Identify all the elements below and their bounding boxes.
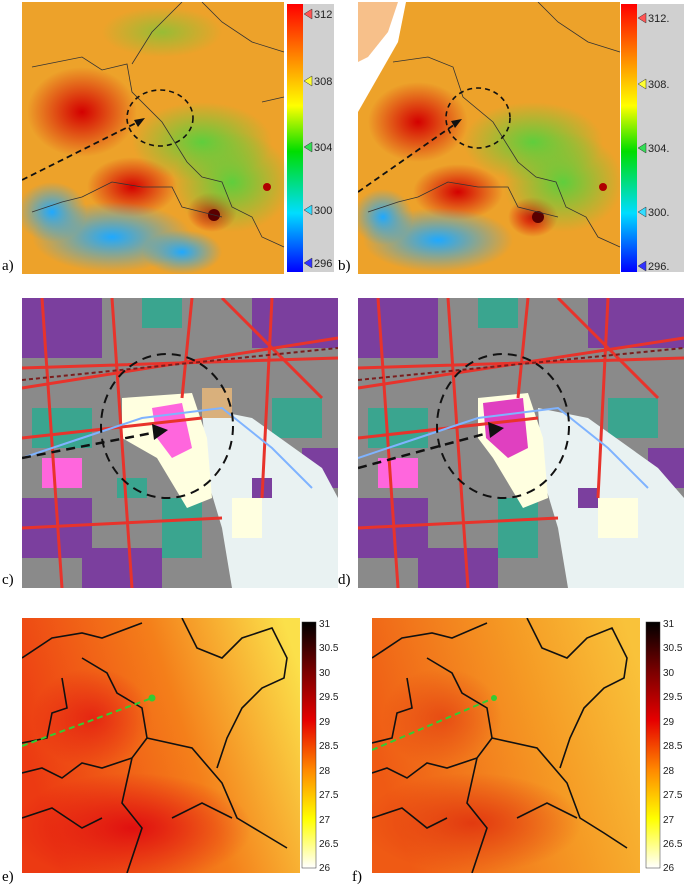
legend-colorbar [645, 621, 661, 869]
legend-tick: 27 [663, 815, 675, 826]
panel-label-b: b) [338, 258, 351, 274]
panel-d [358, 298, 684, 588]
legend-colorbar [621, 4, 637, 272]
legend-tick: 26.5 [319, 839, 339, 850]
panel-label-c: c) [2, 572, 14, 588]
legend-tick: 300 [314, 205, 332, 217]
legend-tick: 27 [319, 815, 331, 826]
panel-label-f: f) [352, 869, 362, 885]
admin-boundary [372, 618, 628, 873]
panel-b: 312. 308. 304. 300. 296. [358, 2, 684, 274]
legend-tick: 308. [648, 79, 669, 91]
legend-tick: 31 [319, 619, 331, 630]
direction-arrow [358, 121, 459, 193]
panel-c [22, 298, 338, 588]
legend-tick: 26.5 [663, 839, 683, 850]
legend-tick: 27.5 [319, 790, 339, 801]
panel-label-a: a) [2, 258, 14, 274]
direction-arrow [22, 697, 153, 747]
legend-tick: 28 [663, 766, 675, 777]
legend-tick: 296. [648, 261, 669, 273]
legend-tick: 29.5 [663, 692, 683, 703]
admin-boundary [392, 56, 621, 248]
legend-tick: 31 [663, 619, 675, 630]
panel-e: 31 30.5 30 29.5 29 28.5 28 27.5 27 26.5 … [22, 618, 340, 873]
legend-tick: 26 [319, 863, 331, 873]
legend-tick: 296 [314, 258, 332, 270]
admin-boundary [31, 56, 285, 248]
panel-label-d: d) [338, 572, 351, 588]
legend-tick: 312. [648, 13, 669, 25]
direction-arrow [372, 697, 495, 751]
panel-f: 31 30.5 30 29.5 29 28.5 28 27.5 27 26.5 … [372, 618, 684, 873]
legend-tick: 29 [663, 717, 675, 728]
legend-tick: 300. [648, 207, 669, 219]
panel-a: 312 308 304 300 296 [22, 2, 334, 274]
direction-arrow [358, 431, 489, 470]
legend-tick: 27.5 [663, 790, 683, 801]
focus-circle [100, 353, 234, 499]
legend-tick: 308 [314, 76, 332, 88]
legend-colorbar [301, 621, 317, 869]
legend-tick: 29.5 [319, 692, 339, 703]
legend-tick: 28.5 [663, 741, 683, 752]
legend-tick: 304 [314, 142, 332, 154]
admin-boundary [22, 618, 288, 873]
legend-colorbar [287, 4, 303, 272]
legend-tick: 28 [319, 766, 331, 777]
legend-tick: 304. [648, 143, 669, 155]
legend-tick: 29 [319, 717, 331, 728]
direction-arrow [22, 119, 143, 181]
legend-tick: 312 [314, 9, 332, 21]
legend-tick: 28.5 [319, 741, 339, 752]
legend-tick: 30 [319, 668, 331, 679]
focus-circle [436, 353, 570, 499]
direction-arrow [22, 431, 153, 460]
legend-tick: 30.5 [663, 643, 683, 654]
legend-tick: 26 [663, 863, 675, 873]
focus-circle [445, 87, 511, 149]
legend-tick: 30.5 [319, 643, 339, 654]
legend-tick: 30 [663, 668, 675, 679]
focus-circle [126, 89, 194, 147]
panel-label-e: e) [2, 869, 14, 885]
